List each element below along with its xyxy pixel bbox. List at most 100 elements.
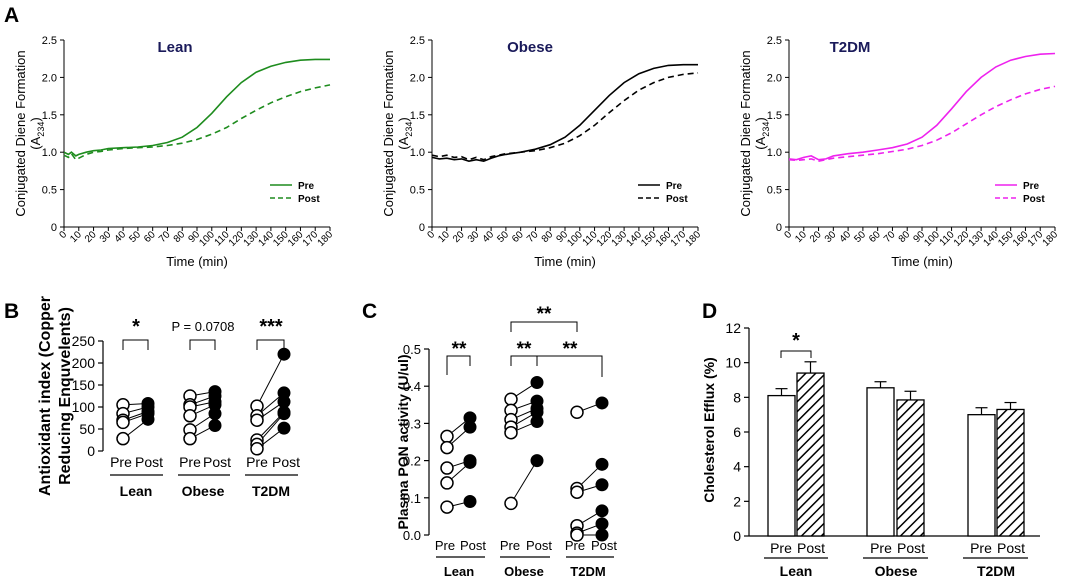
data-point-post	[530, 415, 544, 429]
data-point-post	[141, 412, 155, 426]
x-tick-label: 50	[495, 229, 511, 245]
data-point-pre	[440, 476, 454, 490]
panel-letter-b: B	[4, 300, 19, 323]
series-line-pre	[788, 52, 1056, 161]
group-label-t2dm: T2DM	[570, 564, 605, 579]
y-tick-label: 0	[51, 222, 57, 234]
legend-label-pre: Pre	[298, 181, 315, 192]
significance-label: **	[452, 339, 467, 360]
y-tick-label: 0.0	[403, 528, 421, 543]
x-tick-label-pre: Pre	[970, 540, 992, 556]
unit-base: (A	[753, 136, 768, 149]
x-tick-label-pre: Pre	[246, 454, 268, 470]
x-tick-label-post: Post	[272, 454, 300, 470]
data-point-pre	[504, 392, 518, 406]
bar-pre	[767, 394, 796, 537]
x-tick-label-pre: Pre	[179, 454, 201, 470]
bar-chart-d: 0 2 4 6 8 10 12 Pre Post Pre Post Pre Post Lean Obese T…	[701, 320, 1040, 579]
unit-base: (A	[396, 136, 411, 149]
y-axis-label-unit: (A234)	[28, 117, 46, 149]
x-tick-label: 80	[172, 229, 188, 245]
significance-label: *	[792, 330, 800, 352]
x-tick-label: 40	[838, 229, 854, 245]
x-tick-label-pre: Pre	[565, 538, 585, 553]
x-tick-label: 20	[83, 229, 99, 245]
unit-end: )	[396, 117, 411, 121]
data-point-pre	[570, 528, 584, 542]
x-tick-label: 30	[823, 229, 839, 245]
series-line-post	[63, 84, 331, 161]
x-tick-label: 0	[425, 229, 437, 241]
line-chart-obese: 00.51.01.52.02.50 10 20 30 40 50 60 70 80 9010011…	[381, 35, 703, 269]
x-tick-label: 10	[793, 229, 809, 245]
legend-label-post: Post	[666, 194, 688, 205]
bar-post	[896, 399, 925, 537]
y-tick-label: 2.5	[410, 35, 425, 47]
data-point-post	[277, 407, 291, 421]
y-axis-label-unit: (A234)	[396, 117, 414, 149]
scatter-chart-c: 0.0 0.1 0.2 0.3 0.4 0.5 Pre Post Pre Post Pre Post L…	[395, 304, 617, 579]
y-axis-label-line2: Reducing Enquvelents)	[57, 307, 74, 485]
series-line-post	[788, 85, 1056, 163]
y-tick-label: 0.1	[403, 491, 421, 506]
significance-bracket	[189, 339, 216, 350]
y-tick-label: 0.5	[767, 185, 782, 197]
unit-base: (A	[28, 136, 43, 149]
y-tick-label: 2.0	[410, 72, 425, 84]
y-tick-label: 0	[87, 443, 95, 459]
bar-post	[996, 408, 1025, 537]
y-tick-label: 0.3	[403, 416, 421, 431]
significance-bracket	[256, 339, 285, 350]
panel-letter-a: A	[4, 4, 19, 27]
group-label-obese: Obese	[504, 564, 544, 579]
y-axis-label: Conjugated Diene Formation	[13, 50, 28, 216]
data-point-pre	[440, 500, 454, 514]
data-point-pre	[183, 409, 197, 423]
data-point-post	[595, 478, 609, 492]
group-label-t2dm: T2DM	[252, 483, 290, 499]
x-tick-label: 40	[481, 229, 497, 245]
group-label-lean: Lean	[444, 564, 474, 579]
y-axis-label: Conjugated Diene Formation	[738, 50, 753, 216]
series-line-pre	[63, 58, 330, 157]
y-tick-label: 50	[79, 421, 95, 437]
bar-post	[796, 372, 825, 537]
x-tick-label: 70	[525, 229, 541, 245]
x-tick-label: 70	[157, 229, 173, 245]
y-tick-label: 0.5	[410, 185, 425, 197]
y-tick-label: 2	[733, 493, 741, 509]
x-tick-label: 40	[113, 229, 129, 245]
chart-title: T2DM	[830, 39, 871, 56]
x-tick-label: 20	[808, 229, 824, 245]
x-tick-label-post: Post	[526, 538, 552, 553]
significance-label: **	[517, 339, 532, 360]
y-tick-label: 8	[733, 389, 741, 405]
y-tick-label: 2.5	[42, 35, 57, 47]
x-tick-label: 60	[142, 229, 158, 245]
y-axis-label: Conjugated Diene Formation	[381, 50, 396, 216]
significance-bracket	[446, 355, 471, 375]
group-label-obese: Obese	[182, 483, 225, 499]
series-line-pre	[431, 63, 698, 163]
significance-label: **	[537, 304, 552, 325]
data-point-post	[530, 454, 544, 468]
x-tick-label: 30	[466, 229, 482, 245]
x-tick-label: 70	[882, 229, 898, 245]
y-tick-label: 250	[72, 333, 96, 349]
x-tick-label: 60	[510, 229, 526, 245]
unit-end: )	[753, 117, 768, 121]
y-axis-label: Plasma PON activity (U/ul)	[395, 354, 411, 529]
group-label-lean: Lean	[120, 483, 153, 499]
y-tick-label: 12	[725, 320, 741, 336]
unit-subscript: 234	[404, 122, 414, 137]
x-tick-label-pre: Pre	[435, 538, 455, 553]
x-tick-label: 80	[540, 229, 556, 245]
x-tick-label-post: Post	[897, 540, 925, 556]
x-axis-label: Time (min)	[891, 254, 953, 269]
y-tick-label: 0.5	[403, 342, 421, 357]
bar-pre	[866, 387, 895, 537]
data-point-pre	[116, 431, 130, 446]
x-tick-label: 0	[57, 229, 69, 241]
y-tick-label: 0.4	[403, 379, 421, 394]
data-point-post	[595, 528, 609, 542]
